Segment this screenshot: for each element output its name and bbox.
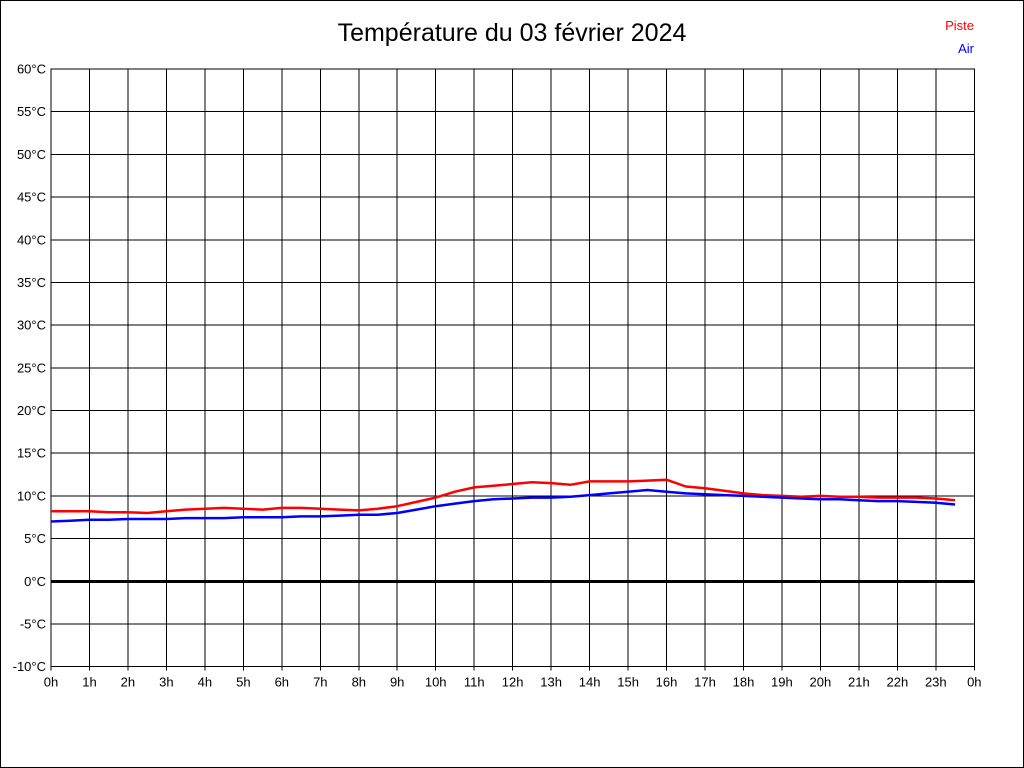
chart-legend: Piste Air [945, 14, 974, 60]
x-axis-label: 6h [275, 675, 289, 690]
plot-border [50, 68, 975, 668]
y-axis-label: 40°C [17, 232, 46, 247]
x-axis-label: 15h [617, 675, 639, 690]
y-axis-label: -10°C [13, 659, 46, 674]
x-axis-label: 5h [236, 675, 250, 690]
x-axis-label: 16h [656, 675, 678, 690]
y-axis-label: 30°C [17, 318, 46, 333]
y-axis-label: 45°C [17, 190, 46, 205]
series-line-air [50, 488, 956, 523]
x-axis-label: 4h [198, 675, 212, 690]
x-axis-label: 23h [925, 675, 947, 690]
x-axis-label: 0h [44, 675, 58, 690]
x-axis-label: 3h [159, 675, 173, 690]
y-axis-label: 5°C [24, 531, 46, 546]
y-axis-label: 15°C [17, 446, 46, 461]
legend-item-piste: Piste [945, 18, 974, 33]
x-axis-label: 10h [425, 675, 447, 690]
x-axis-label: 2h [121, 675, 135, 690]
y-axis-label: 20°C [17, 403, 46, 418]
chart-title: Température du 03 février 2024 [337, 19, 687, 47]
y-axis-label: 35°C [17, 275, 46, 290]
y-axis-label: 25°C [17, 360, 46, 375]
x-axis-label: 22h [887, 675, 909, 690]
x-axis-label: 1h [82, 675, 96, 690]
y-axis-label: 50°C [17, 147, 46, 162]
y-axis-label: 60°C [17, 62, 46, 77]
x-axis-label: 13h [540, 675, 562, 690]
x-axis-label: 12h [502, 675, 524, 690]
y-axis-label: -5°C [20, 617, 46, 632]
x-axis-label: 17h [694, 675, 716, 690]
x-axis-label: 19h [771, 675, 793, 690]
x-axis-label: 14h [579, 675, 601, 690]
x-axis-label: 8h [352, 675, 366, 690]
legend-item-air: Air [958, 41, 974, 56]
x-axis-label: 7h [313, 675, 327, 690]
x-axis-label: 21h [848, 675, 870, 690]
x-axis-label: 0h [967, 675, 981, 690]
x-axis-label: 18h [733, 675, 755, 690]
y-axis-label: 0°C [24, 574, 46, 589]
x-axis-label: 20h [810, 675, 832, 690]
x-axis-label: 9h [390, 675, 404, 690]
x-axis-label: 11h [464, 675, 485, 690]
y-axis-label: 10°C [17, 488, 46, 503]
series-line-piste [51, 478, 956, 515]
y-axis-label: 55°C [17, 104, 46, 119]
